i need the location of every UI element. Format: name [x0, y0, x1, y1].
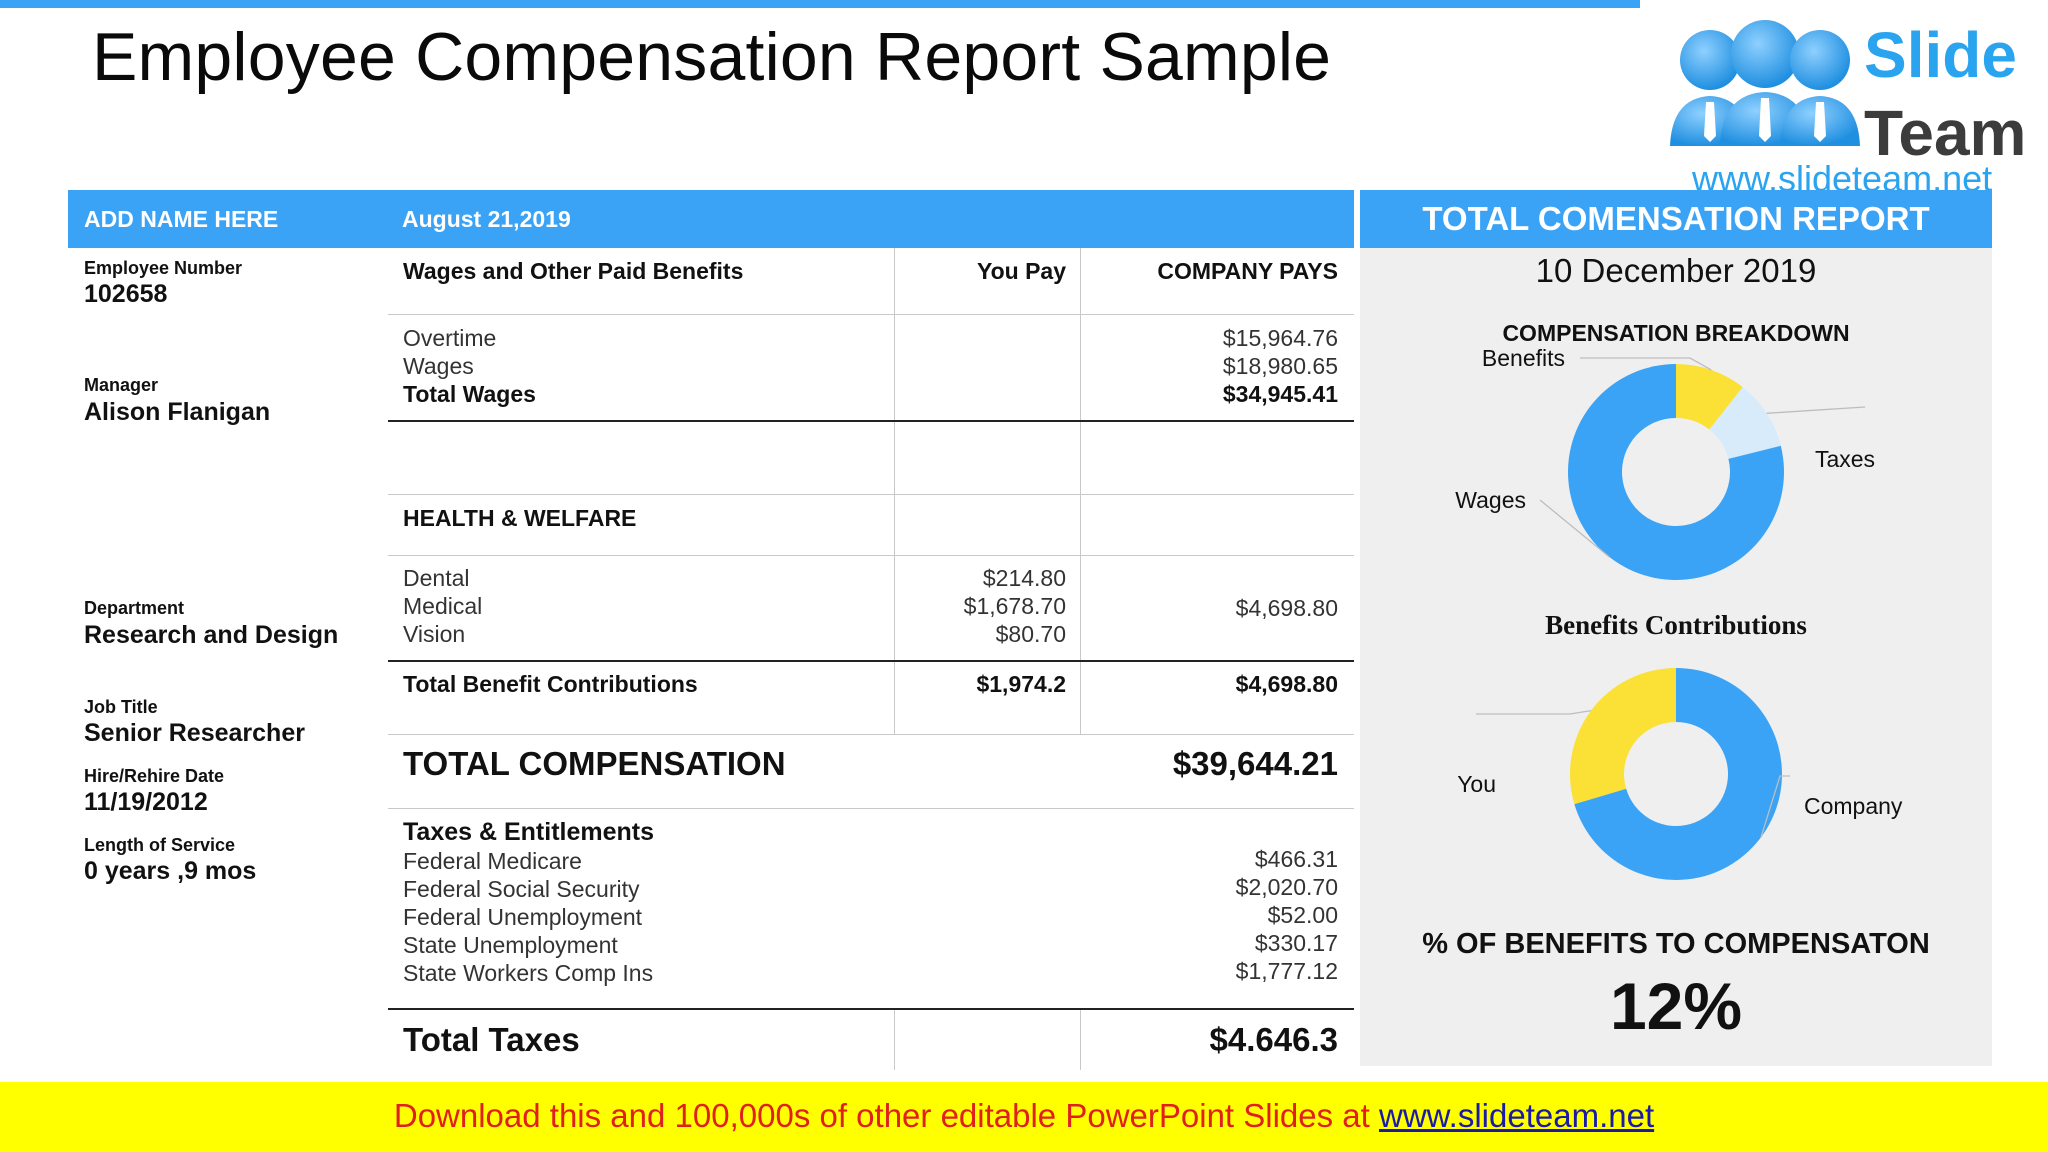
- wages-company-value: $18,980.65: [1222, 353, 1338, 379]
- health-company-value: $4,698.80: [1235, 595, 1338, 621]
- dental-you-value: $214.80: [982, 565, 1066, 591]
- employee-name[interactable]: ADD NAME HERE: [84, 206, 279, 232]
- grid-line: [388, 660, 1354, 662]
- logo-word-team: Team: [1864, 97, 2027, 169]
- slice-label-company: Company: [1804, 793, 1903, 819]
- pie-slice-wages: [1568, 364, 1784, 580]
- slice-label-you: You: [1457, 771, 1496, 797]
- taxes-heading: Taxes & Entitlements: [403, 818, 655, 846]
- tax-label: State Workers Comp Ins: [403, 960, 654, 986]
- health-welfare-heading: HEALTH & WELFARE: [403, 505, 637, 531]
- tax-value: $2,020.70: [1235, 874, 1338, 900]
- vision-label: Vision: [403, 621, 466, 647]
- employee-number-label: Employee Number: [84, 258, 243, 278]
- report-date: August 21,2019: [402, 206, 571, 232]
- leader-line: [1580, 357, 1712, 371]
- job-title-label: Job Title: [84, 697, 158, 717]
- manager-value: Alison Flanigan: [84, 398, 271, 426]
- pie-slice-benefits: [1676, 364, 1743, 430]
- tax-label: Federal Social Security: [403, 876, 640, 902]
- overtime-company-value: $15,964.76: [1222, 325, 1338, 351]
- tax-value: $1,777.12: [1235, 958, 1338, 984]
- total-compensation-label: TOTAL COMPENSATION: [403, 745, 786, 782]
- pie-slice-taxes: [1709, 387, 1781, 459]
- wages-label: Wages: [403, 353, 474, 379]
- grid-line: [388, 734, 1354, 735]
- total-benefit-label: Total Benefit Contributions: [403, 671, 698, 697]
- leader-line: [1539, 499, 1610, 558]
- report-header-bar: ADD NAME HERE August 21,2019: [68, 190, 1354, 248]
- total-wages-label: Total Wages: [403, 381, 536, 407]
- department-value: Research and Design: [84, 621, 339, 649]
- benefits-contributions-chart: Company You: [1457, 668, 1903, 880]
- tax-value: $466.31: [1254, 846, 1338, 872]
- grid-line: [388, 420, 1354, 422]
- compensation-breakdown-chart: Benefits Taxes Wages: [1455, 345, 1875, 580]
- service-length-value: 0 years ,9 mos: [84, 857, 257, 885]
- total-taxes-value: $4.646.3: [1209, 1021, 1338, 1058]
- tax-label: Federal Unemployment: [403, 904, 643, 930]
- column-header-company-pays: COMPANY PAYS: [1157, 258, 1338, 284]
- overtime-label: Overtime: [403, 325, 497, 351]
- dental-label: Dental: [403, 565, 470, 591]
- slideteam-logo[interactable]: Slide Team www.slideteam.net: [1640, 0, 2048, 199]
- pie-slice-you: [1570, 668, 1676, 805]
- tax-label: Federal Medicare: [403, 848, 582, 874]
- hire-date-label: Hire/Rehire Date: [84, 766, 225, 786]
- employee-number-value: 102658: [84, 280, 168, 308]
- total-benefit-you-value: $1,974.2: [976, 671, 1066, 697]
- leader-line: [1476, 709, 1592, 715]
- medical-you-value: $1,678.70: [963, 593, 1066, 619]
- medical-label: Medical: [403, 593, 483, 619]
- pie-slice-company: [1574, 668, 1782, 880]
- leader-line: [1766, 406, 1866, 414]
- breakdown-chart-title: COMPENSATION BREAKDOWN: [1502, 320, 1850, 346]
- grid-line: [388, 314, 1354, 315]
- total-wages-company-value: $34,945.41: [1222, 381, 1338, 407]
- benefits-chart-title: Benefits Contributions: [1545, 610, 1807, 640]
- grid-line: [894, 248, 895, 735]
- total-benefit-company-value: $4,698.80: [1235, 671, 1338, 697]
- job-title-value: Senior Researcher: [84, 719, 305, 747]
- grid-line: [894, 1010, 895, 1070]
- panel-title: TOTAL COMENSATION REPORT: [1360, 190, 1992, 248]
- grid-line: [1080, 248, 1081, 735]
- compensation-summary-panel: TOTAL COMENSATION REPORT 10 December 201…: [1360, 190, 1992, 1066]
- column-header-you-pay: You Pay: [976, 258, 1066, 284]
- grid-line: [388, 1008, 1354, 1010]
- benefits-percent-value: 12%: [1609, 969, 1743, 1043]
- grid-line: [388, 555, 1354, 556]
- leader-line: [1760, 775, 1790, 838]
- panel-date: 10 December 2019: [1535, 252, 1817, 289]
- benefits-percent-label: % OF BENEFITS TO COMPENSATON: [1422, 928, 1930, 960]
- footer-banner: Download this and 100,000s of other edit…: [0, 1082, 2048, 1152]
- grid-line: [388, 494, 1354, 495]
- grid-line: [388, 808, 1354, 809]
- people-logo-icon: [1670, 20, 1860, 146]
- top-accent-bar: [0, 0, 1640, 8]
- slice-label-benefits: Benefits: [1482, 345, 1565, 371]
- column-header-benefits: Wages and Other Paid Benefits: [403, 258, 744, 284]
- footer-link[interactable]: www.slideteam.net: [1379, 1097, 1655, 1134]
- tax-value: $330.17: [1254, 930, 1338, 956]
- service-length-label: Length of Service: [84, 835, 236, 855]
- slice-label-wages: Wages: [1455, 487, 1526, 513]
- footer-text: Download this and 100,000s of other edit…: [393, 1097, 1379, 1134]
- slice-label-taxes: Taxes: [1815, 446, 1875, 472]
- hire-date-value: 11/19/2012: [84, 788, 208, 816]
- total-compensation-value: $39,644.21: [1172, 745, 1338, 782]
- total-taxes-label: Total Taxes: [403, 1021, 580, 1058]
- grid-line: [1080, 1010, 1081, 1070]
- manager-label: Manager: [84, 375, 159, 395]
- tax-value: $52.00: [1267, 902, 1338, 928]
- page-title: Employee Compensation Report Sample: [92, 19, 1332, 95]
- department-label: Department: [84, 598, 185, 618]
- logo-word-slide: Slide: [1864, 19, 2017, 91]
- tax-label: State Unemployment: [403, 932, 618, 958]
- vision-you-value: $80.70: [995, 621, 1066, 647]
